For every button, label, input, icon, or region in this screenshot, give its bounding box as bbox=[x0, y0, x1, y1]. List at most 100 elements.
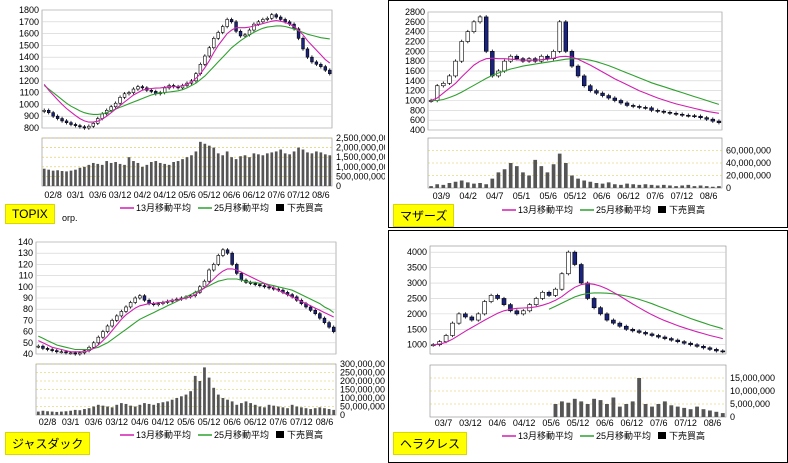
candle-body bbox=[296, 28, 301, 39]
candle-body bbox=[637, 106, 642, 108]
chart-svg-mothers: 4006008001000120014001600180020002200240… bbox=[405, 7, 771, 215]
price-tick-label: 1600 bbox=[405, 66, 425, 76]
candle-body bbox=[163, 87, 167, 93]
legend-label-ma25: 25月移動平均 bbox=[596, 204, 651, 215]
price-tick-label: 40 bbox=[23, 349, 33, 359]
volume-bar bbox=[585, 404, 590, 417]
volume-bar bbox=[190, 155, 193, 186]
candle-body bbox=[96, 336, 101, 344]
price-tick-label: 800 bbox=[24, 123, 39, 133]
candle-body bbox=[149, 89, 153, 92]
candle-body bbox=[469, 316, 475, 321]
x-tick-label: 06/12 bbox=[617, 191, 640, 201]
volume-bar bbox=[688, 409, 693, 417]
candle-body bbox=[41, 345, 45, 349]
x-tick-label: 06/12 bbox=[244, 417, 267, 427]
volume-bar bbox=[680, 185, 685, 188]
candle-body bbox=[36, 345, 41, 348]
volume-bar bbox=[695, 406, 699, 417]
candle-body bbox=[714, 349, 719, 352]
volume-bar bbox=[435, 184, 440, 188]
volume-bar bbox=[478, 183, 482, 188]
volume-bar bbox=[141, 166, 144, 186]
x-tick-label: 04/7 bbox=[486, 191, 504, 201]
volume-bar bbox=[631, 184, 636, 188]
volume-bar bbox=[55, 411, 59, 415]
legend-label-volume: 下売買高 bbox=[669, 204, 705, 215]
volume-bar bbox=[83, 166, 86, 186]
candle-body bbox=[575, 65, 581, 77]
candle-body bbox=[661, 111, 667, 113]
volume-bar bbox=[318, 407, 322, 415]
price-tick-label: 1200 bbox=[19, 76, 39, 86]
candle-body bbox=[688, 342, 693, 346]
volume-bar bbox=[323, 408, 326, 415]
candle-body bbox=[600, 92, 605, 96]
candle-body bbox=[649, 333, 655, 336]
volume-bar bbox=[319, 152, 323, 186]
candle-body bbox=[630, 105, 636, 107]
volume-bar bbox=[152, 404, 156, 415]
volume-bar bbox=[163, 163, 167, 186]
volume-bar bbox=[248, 157, 251, 186]
volume-bar bbox=[225, 151, 229, 186]
candle-body bbox=[624, 102, 630, 106]
x-tick-label: 05/6 bbox=[178, 190, 196, 200]
volume-bar bbox=[110, 407, 114, 415]
x-tick-label: 03/12 bbox=[109, 190, 132, 200]
x-tick-label: 04/2 bbox=[459, 191, 477, 201]
candle-body bbox=[45, 348, 50, 350]
volume-tick-label: 5,000,000 bbox=[730, 399, 770, 409]
volume-bar bbox=[465, 182, 470, 188]
candle-body bbox=[679, 113, 685, 116]
volume-bar bbox=[310, 153, 314, 186]
candle-body bbox=[463, 313, 468, 318]
candle-body bbox=[572, 251, 578, 265]
candle-body bbox=[262, 285, 267, 288]
volume-tick-label: 0 bbox=[340, 410, 345, 420]
volume-bar bbox=[281, 407, 285, 415]
legend-label-ma13: 13月移動平均 bbox=[518, 204, 573, 215]
volume-bar bbox=[692, 186, 697, 188]
chart-panel-jasdaq: 40 50 60 70 80 90 100 110 120 130 140 0 50,000,000 10… bbox=[0, 230, 385, 463]
candle-body bbox=[60, 118, 64, 122]
volume-bar bbox=[133, 406, 137, 415]
price-tick-label: 1000 bbox=[405, 96, 425, 106]
candle-body bbox=[235, 264, 239, 274]
volume-bar bbox=[686, 184, 691, 188]
chart-panel-mothers: 400 600 800 1000 1200 1400 1600 1800 2000 2200 240… bbox=[388, 0, 788, 228]
candle-body bbox=[110, 320, 114, 327]
x-tick-label: 03/6 bbox=[89, 190, 107, 200]
volume-bar bbox=[611, 397, 616, 417]
volume-bar bbox=[252, 153, 256, 186]
volume-bar bbox=[132, 161, 135, 186]
volume-bar bbox=[60, 411, 63, 415]
price-tick-label: 2600 bbox=[405, 17, 425, 27]
volume-bar bbox=[698, 185, 703, 188]
volume-bar bbox=[674, 186, 678, 188]
x-tick-label: 05/6 bbox=[542, 418, 560, 428]
candle-body bbox=[127, 92, 131, 95]
x-tick-label: 05/6 bbox=[177, 417, 195, 427]
ma13-line bbox=[38, 268, 334, 353]
volume-bar bbox=[682, 407, 687, 417]
price-tick-label: 2800 bbox=[405, 7, 425, 17]
volume-bar bbox=[514, 166, 519, 188]
candle-body bbox=[51, 112, 55, 117]
volume-bar bbox=[572, 398, 577, 417]
candle-body bbox=[585, 282, 590, 299]
price-tick-label: 800 bbox=[410, 105, 425, 115]
volume-bar bbox=[156, 403, 160, 415]
volume-bar bbox=[203, 143, 207, 186]
price-tick-label: 1400 bbox=[19, 52, 39, 62]
candle-body bbox=[488, 295, 494, 302]
volume-bar bbox=[655, 185, 660, 188]
candle-body bbox=[701, 345, 706, 349]
volume-bar bbox=[332, 409, 336, 415]
candle-body bbox=[501, 298, 507, 305]
volume-bar bbox=[221, 398, 225, 415]
x-tick-label: 03/7 bbox=[435, 418, 453, 428]
volume-bar bbox=[212, 147, 216, 186]
price-tick-label: 2400 bbox=[405, 27, 425, 37]
volume-bar bbox=[147, 403, 151, 415]
